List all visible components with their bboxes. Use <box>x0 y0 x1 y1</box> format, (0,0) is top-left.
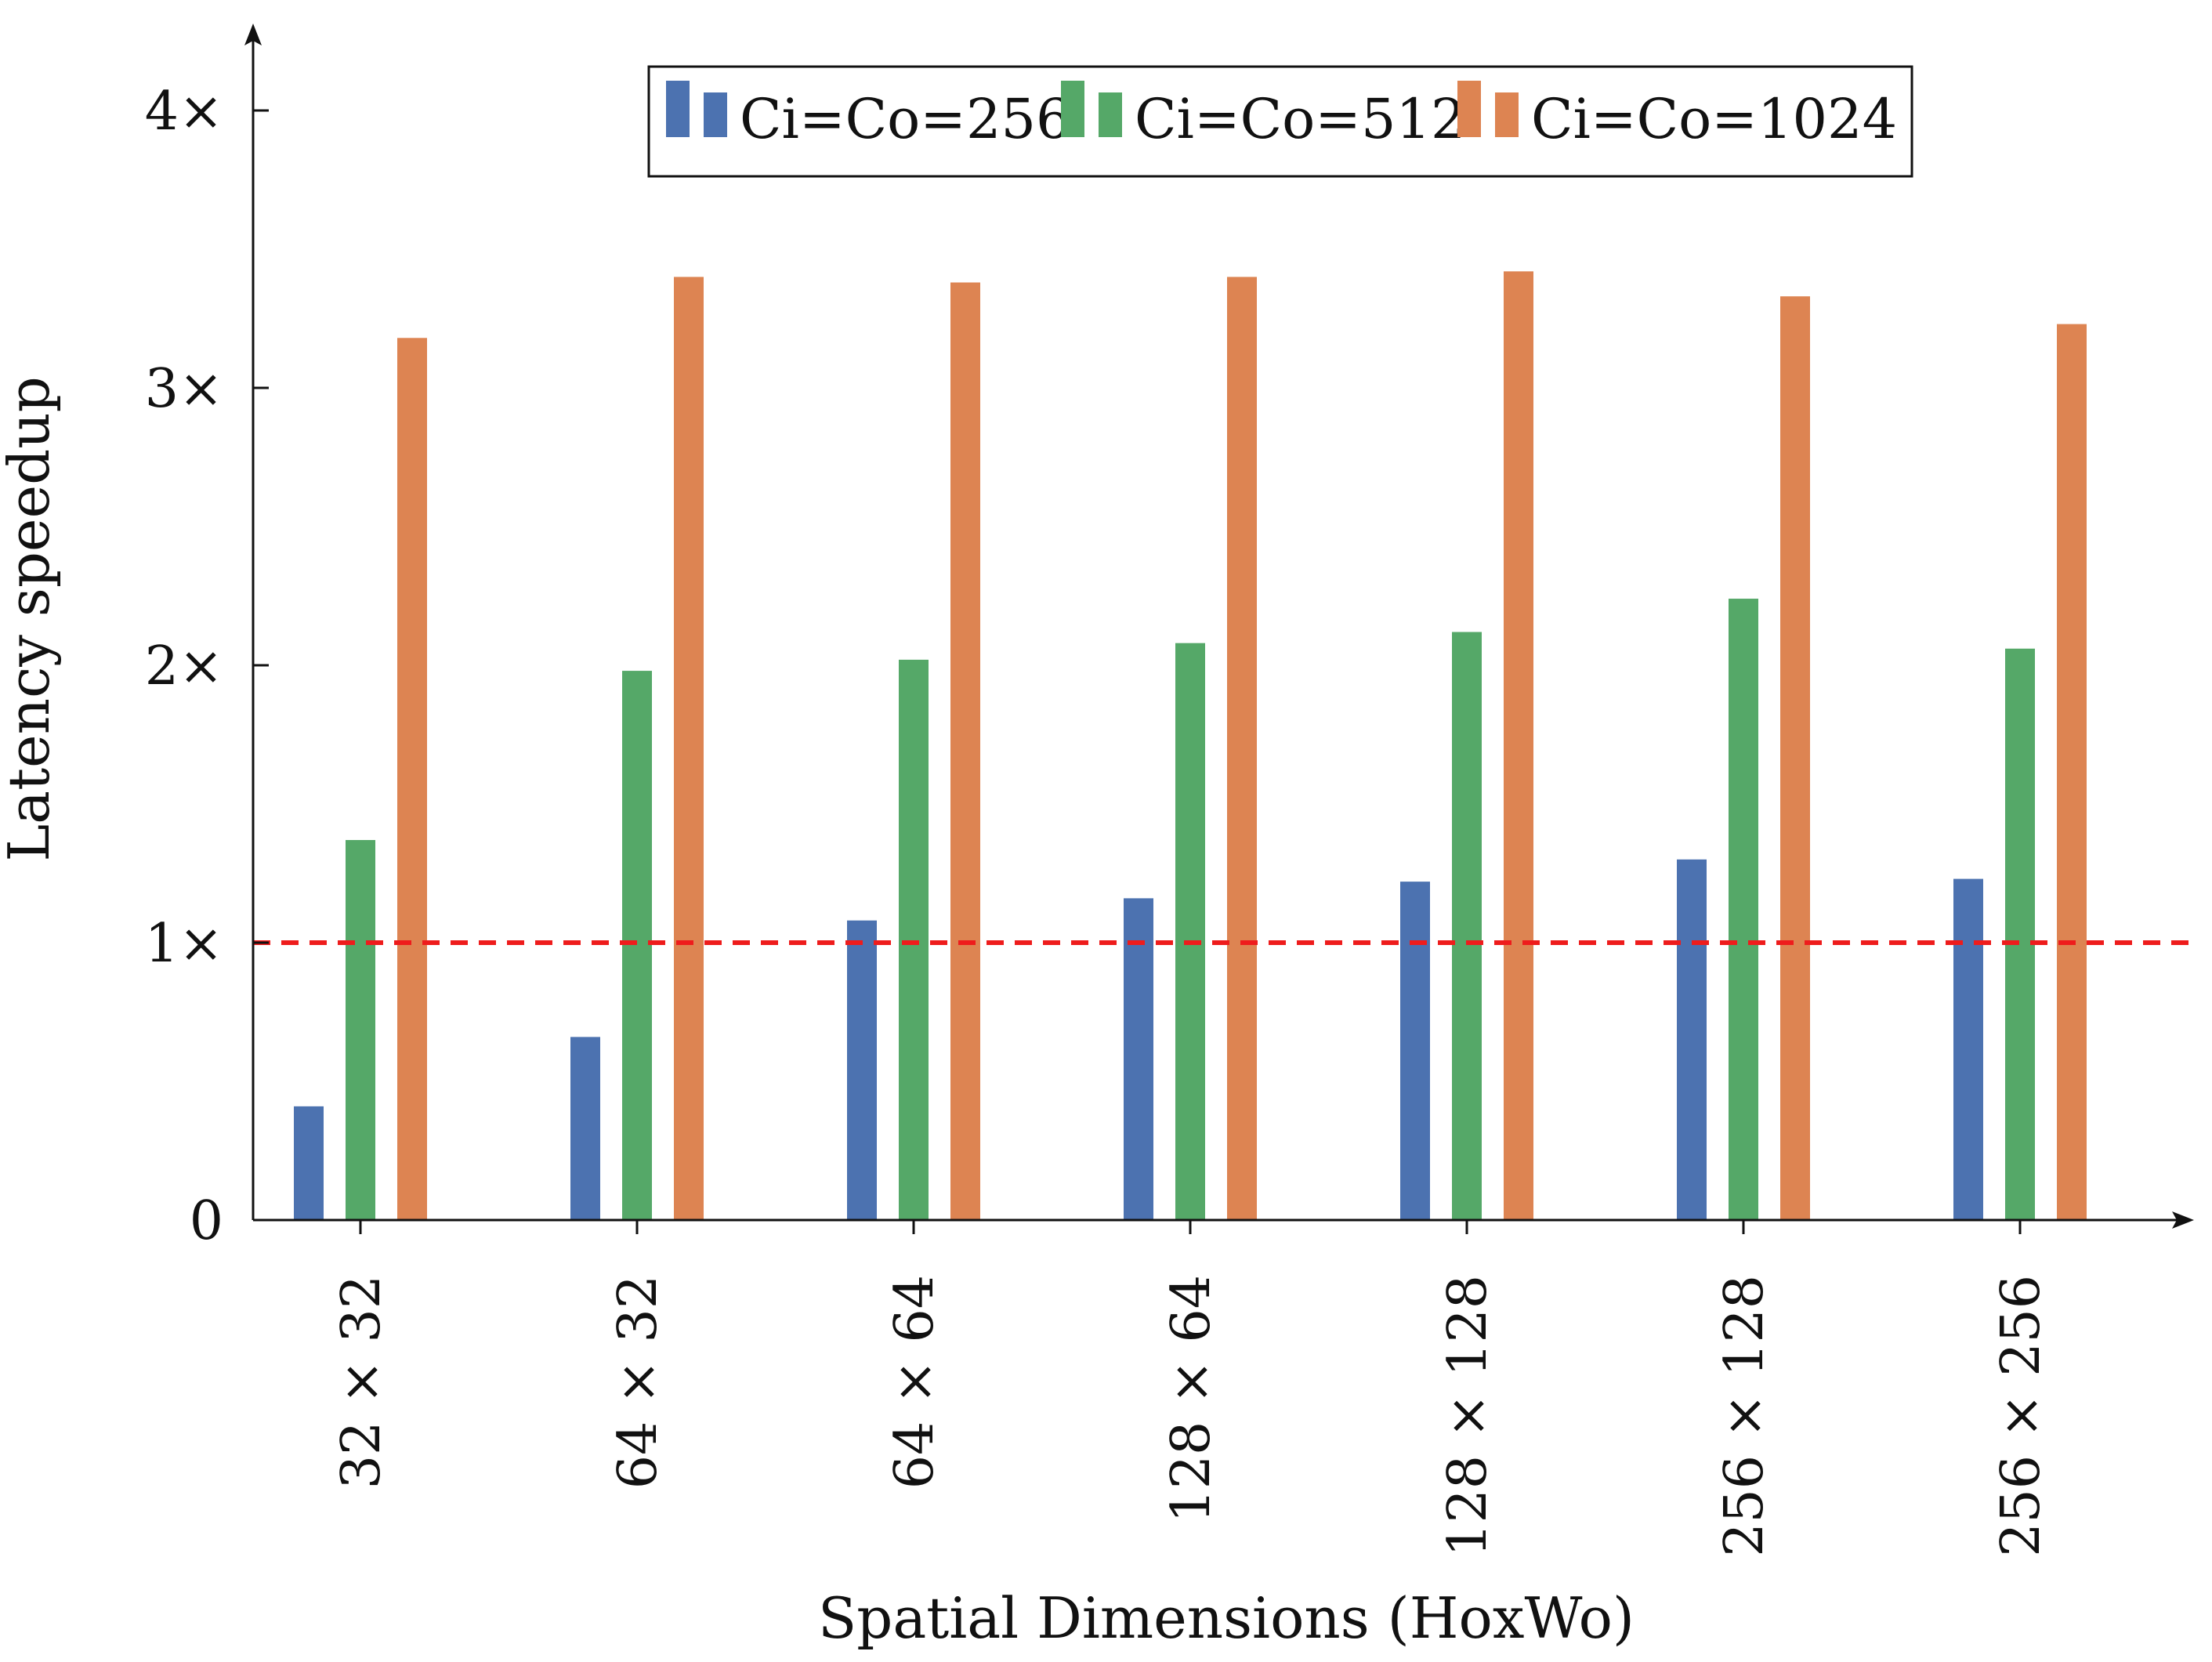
bar-series-2-cat-4 <box>1504 271 1533 1220</box>
bar-series-1-cat-1 <box>622 671 652 1220</box>
legend-swatch-1024-b <box>1495 92 1519 137</box>
legend-item-512: Ci=Co=512 <box>1061 81 1466 151</box>
y-axis-arrow <box>244 24 262 45</box>
legend-swatch-256-b <box>704 92 727 137</box>
legend: Ci=Co=256 Ci=Co=512 Ci=Co=1024 <box>647 65 1913 178</box>
bar-series-0-cat-0 <box>294 1106 324 1220</box>
x-tick-label-3: 128 × 64 <box>1160 1275 1222 1523</box>
bar-series-2-cat-3 <box>1227 277 1257 1220</box>
y-tick-label-0: 0 <box>190 1190 223 1252</box>
bar-series-2-cat-6 <box>2057 324 2087 1221</box>
legend-item-1024: Ci=Co=1024 <box>1457 81 1897 151</box>
legend-swatch-1024-a <box>1457 81 1481 137</box>
bar-series-2-cat-5 <box>1780 296 1810 1221</box>
bar-series-0-cat-5 <box>1677 859 1707 1220</box>
y-axis-label: Latency speedup <box>0 376 62 861</box>
x-tick-label-1: 64 × 32 <box>607 1275 669 1489</box>
legend-label-512: Ci=Co=512 <box>1135 87 1466 151</box>
x-tick-label-5: 256 × 128 <box>1714 1275 1776 1557</box>
bar-series-1-cat-4 <box>1452 632 1482 1220</box>
bar-series-1-cat-3 <box>1175 643 1205 1220</box>
x-axis-arrow <box>2172 1211 2194 1229</box>
bar-series-2-cat-2 <box>950 282 980 1221</box>
bar-series-1-cat-0 <box>346 840 375 1220</box>
bar-series-2-cat-0 <box>397 338 427 1220</box>
bar-series-0-cat-6 <box>1953 878 1983 1220</box>
x-tick-label-2: 64 × 64 <box>884 1275 946 1489</box>
legend-swatch-256-a <box>666 81 690 137</box>
plot-area: 0 1× 2× 3× 4× 32 × 32 64 × 32 64 × 64 128 × 64 12… <box>145 24 2194 1557</box>
bar-series-0-cat-2 <box>847 920 877 1220</box>
legend-item-256: Ci=Co=256 <box>666 81 1071 151</box>
legend-label-1024: Ci=Co=1024 <box>1531 87 1897 151</box>
y-tick-label-3: 3× <box>145 358 223 420</box>
legend-swatch-512-a <box>1061 81 1084 137</box>
bar-series-1-cat-6 <box>2005 648 2035 1220</box>
bar-series-1-cat-5 <box>1729 599 1758 1220</box>
legend-box <box>647 65 1913 178</box>
y-tick-label-1: 1× <box>145 913 223 975</box>
y-tick-label-4: 4× <box>145 81 223 143</box>
x-tick-label-6: 256 × 256 <box>1990 1275 2052 1557</box>
x-tick-label-0: 32 × 32 <box>331 1275 393 1489</box>
bar-series-2-cat-1 <box>674 277 704 1220</box>
x-tick-label-4: 128 × 128 <box>1437 1275 1499 1557</box>
bar-series-0-cat-4 <box>1400 882 1430 1220</box>
y-tick-label-2: 2× <box>145 635 223 697</box>
x-axis-label: Spatial Dimensions (HoxWo) <box>818 1585 1635 1651</box>
legend-swatch-512-b <box>1099 92 1122 137</box>
bar-series-0-cat-1 <box>570 1037 600 1220</box>
bar-series-0-cat-3 <box>1124 898 1153 1220</box>
legend-label-256: Ci=Co=256 <box>740 87 1071 151</box>
bar-series-1-cat-2 <box>899 659 929 1220</box>
